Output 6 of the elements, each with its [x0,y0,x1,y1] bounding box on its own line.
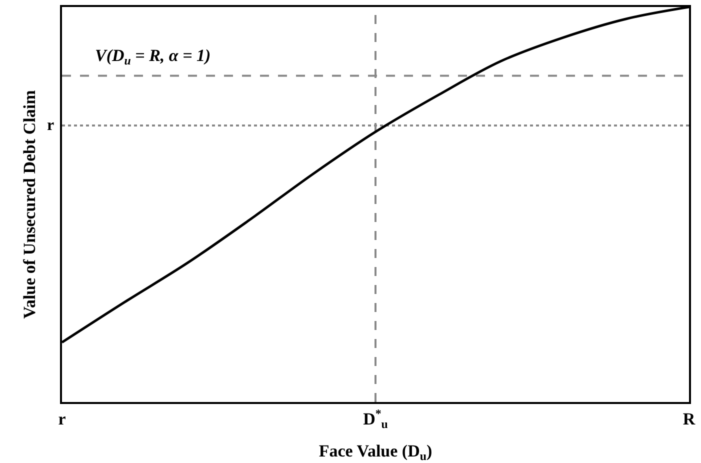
ref-line-label: V(D$_{u}$ = R, α = 1) [95,46,211,68]
x-tick-label: R [682,409,696,428]
y-axis-title: Value of Unsecured Debt Claim [20,90,40,319]
x-tick-label: r [58,409,66,428]
x-axis-title: Face Value (D$_{u}$) [318,441,432,463]
ref-line-label: r [47,117,54,134]
